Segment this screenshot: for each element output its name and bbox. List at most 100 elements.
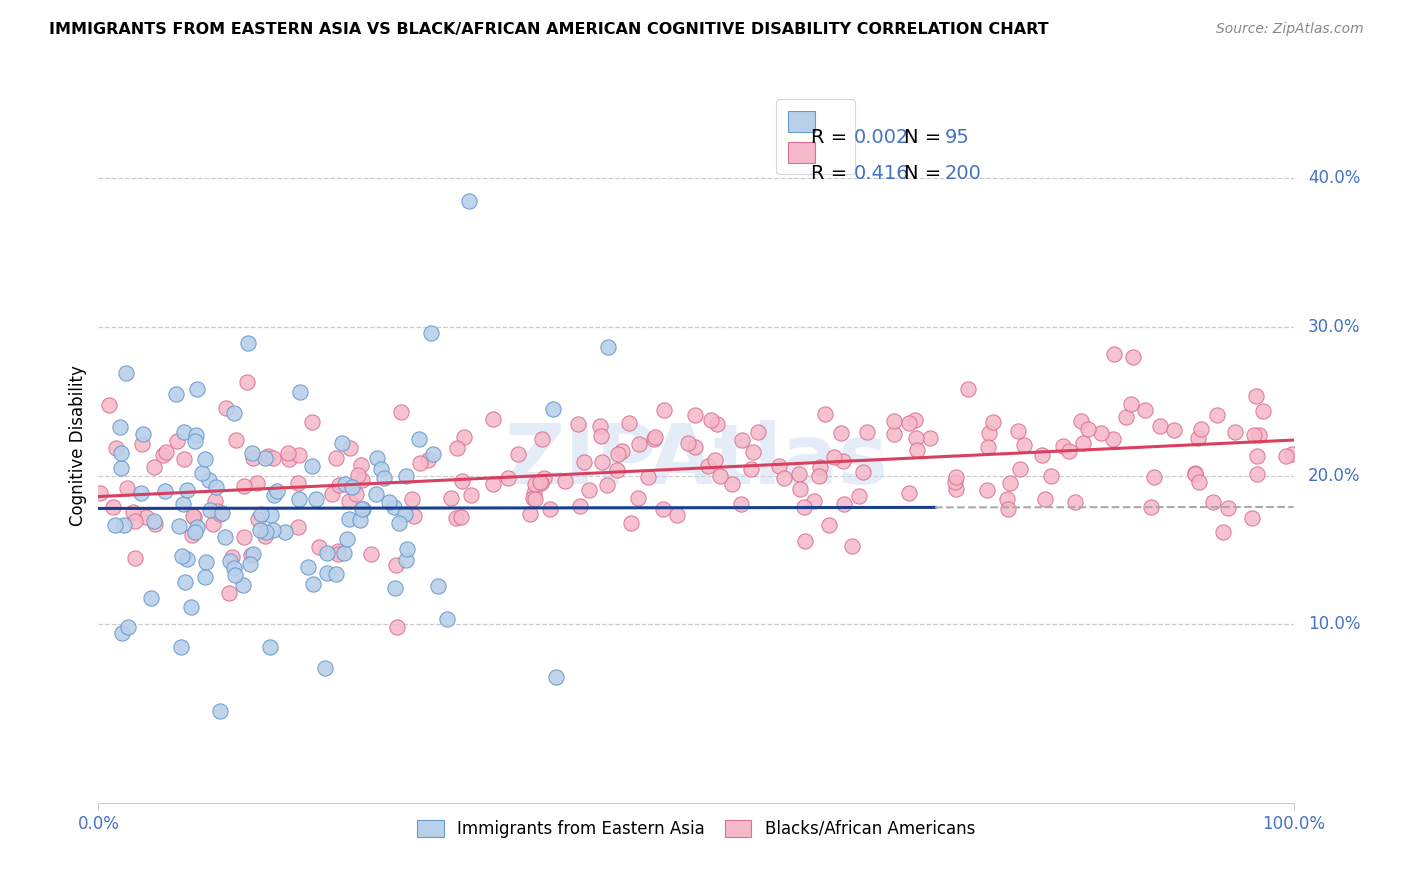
Point — [224, 561, 246, 575]
Point — [1247, 428, 1270, 442]
Point — [643, 432, 665, 446]
Point — [89, 486, 111, 500]
Point — [1014, 438, 1036, 452]
Point — [347, 468, 370, 483]
Point — [1008, 461, 1031, 475]
Point — [998, 476, 1021, 491]
Point — [848, 489, 870, 503]
Point — [1071, 435, 1094, 450]
Text: 0.416: 0.416 — [853, 164, 910, 183]
Point — [260, 508, 283, 522]
Point — [541, 401, 564, 416]
Point — [627, 491, 650, 505]
Point — [132, 427, 155, 442]
Point — [395, 553, 418, 567]
Point — [569, 499, 592, 513]
Point — [224, 568, 246, 582]
Point — [302, 577, 325, 591]
Point — [523, 477, 546, 491]
Point — [1139, 500, 1161, 515]
Point — [101, 500, 124, 515]
Text: 0.002: 0.002 — [853, 128, 908, 147]
Point — [259, 640, 281, 654]
Point — [184, 434, 207, 448]
Point — [644, 430, 666, 444]
Point — [814, 407, 837, 421]
Point — [330, 436, 353, 450]
Point — [236, 335, 259, 350]
Point — [385, 620, 408, 634]
Point — [325, 566, 347, 581]
Text: 200: 200 — [945, 164, 981, 183]
Point — [176, 551, 198, 566]
Point — [124, 551, 146, 566]
Point — [651, 502, 673, 516]
Point — [416, 453, 439, 467]
Point — [529, 476, 551, 491]
Point — [595, 478, 617, 492]
Point — [129, 486, 152, 500]
Point — [637, 470, 659, 484]
Point — [787, 467, 810, 482]
Point — [215, 401, 238, 415]
Point — [1212, 525, 1234, 540]
Point — [883, 427, 905, 442]
Point — [266, 483, 288, 498]
Point — [339, 442, 361, 456]
Point — [174, 574, 197, 589]
Point — [219, 553, 242, 567]
Point — [945, 469, 967, 483]
Point — [208, 507, 231, 521]
Point — [308, 540, 330, 554]
Point — [384, 581, 406, 595]
Point — [481, 476, 503, 491]
Point — [956, 382, 979, 396]
Point — [818, 517, 841, 532]
Point — [202, 516, 225, 531]
Point — [1223, 425, 1246, 439]
Point — [288, 448, 311, 462]
Point — [841, 540, 863, 554]
Point — [242, 450, 264, 465]
Point — [977, 441, 1000, 455]
Point — [1244, 389, 1267, 403]
Point — [152, 448, 174, 462]
Point — [589, 419, 612, 434]
Point — [198, 473, 221, 487]
Point — [166, 434, 188, 448]
Point — [242, 547, 264, 561]
Point — [855, 425, 877, 439]
Text: 30.0%: 30.0% — [1308, 318, 1361, 336]
Point — [287, 519, 309, 533]
Point — [852, 465, 875, 479]
Point — [506, 446, 529, 460]
Point — [184, 524, 207, 539]
Point — [1007, 424, 1029, 438]
Point — [110, 420, 132, 434]
Point — [606, 463, 628, 477]
Point — [945, 482, 967, 496]
Point — [388, 516, 411, 530]
Point — [741, 445, 763, 459]
Point — [344, 487, 367, 501]
Point — [1101, 432, 1123, 446]
Point — [740, 462, 762, 476]
Point — [141, 591, 163, 605]
Point — [1064, 495, 1087, 509]
Point — [1122, 350, 1144, 364]
Point — [997, 502, 1019, 516]
Point — [897, 416, 920, 430]
Point — [239, 548, 262, 562]
Point — [240, 446, 263, 460]
Point — [205, 504, 228, 518]
Point — [180, 599, 202, 614]
Point — [333, 546, 356, 560]
Text: IMMIGRANTS FROM EASTERN ASIA VS BLACK/AFRICAN AMERICAN COGNITIVE DISABILITY CORR: IMMIGRANTS FROM EASTERN ASIA VS BLACK/AF… — [49, 22, 1049, 37]
Point — [1251, 404, 1274, 418]
Point — [337, 511, 360, 525]
Point — [620, 516, 643, 531]
Point — [122, 505, 145, 519]
Text: Source: ZipAtlas.com: Source: ZipAtlas.com — [1216, 22, 1364, 37]
Point — [170, 640, 193, 655]
Point — [995, 491, 1018, 506]
